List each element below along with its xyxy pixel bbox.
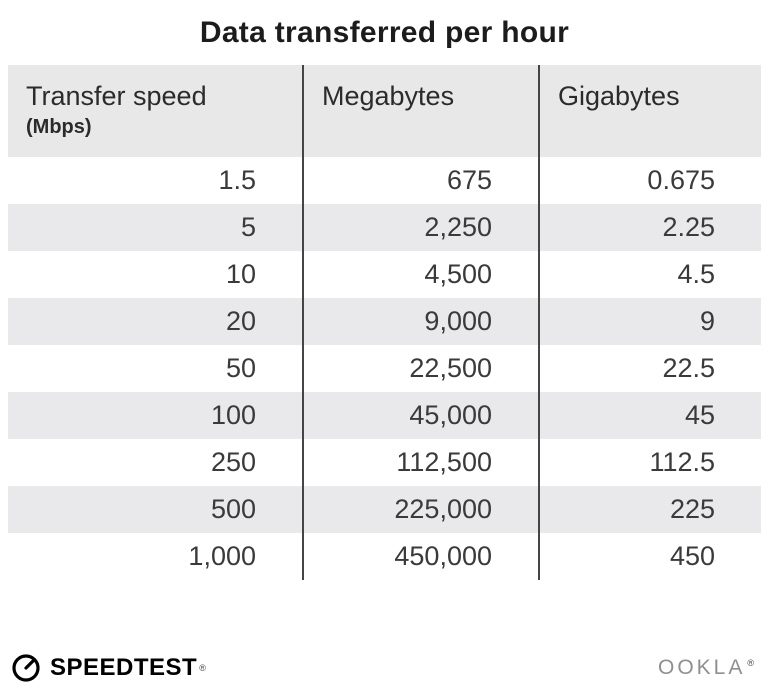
table-cell: 112.5: [538, 439, 761, 486]
header-speed-label: Transfer speed: [26, 81, 207, 111]
table-cell: 0.675: [538, 157, 761, 204]
table-cell: 1,000: [188, 541, 256, 571]
header-gigabytes: Gigabytes: [538, 65, 761, 157]
header-megabytes: Megabytes: [302, 65, 538, 157]
table-cell: 100: [210, 400, 256, 430]
speedtest-wordmark: SPEEDTEST: [50, 654, 198, 681]
table-cell: 45: [538, 392, 761, 439]
table-row: 100 45,000 45: [8, 392, 761, 439]
table-cell: 9: [538, 298, 761, 345]
table-body: 1.5 675 0.675 5 2,250 2.25 10 4,500 4.5 20 9,000 9 5…: [8, 157, 761, 580]
ookla-registered-mark: ®: [747, 658, 757, 668]
table-cell: 45,000: [302, 392, 538, 439]
footer: SPEEDTEST ® OOKLA ®: [10, 652, 757, 684]
table-cell: 250: [210, 447, 256, 477]
table-cell: 4.5: [538, 251, 761, 298]
table-header-row: Transfer speed (Mbps) Megabytes Gigabyte…: [8, 65, 761, 157]
table-cell: 1.5: [218, 165, 256, 195]
speedtest-logo: SPEEDTEST ®: [10, 652, 206, 684]
chart-title: Data transferred per hour: [199, 16, 570, 49]
table-cell: 500: [210, 494, 256, 524]
table-row: 5 2,250 2.25: [8, 204, 761, 251]
table-row: 10 4,500 4.5: [8, 251, 761, 298]
header-speed-unit: (Mbps): [26, 116, 92, 138]
header-transfer-speed: Transfer speed (Mbps): [8, 65, 302, 157]
table-cell: 225,000: [302, 486, 538, 533]
table-cell: 22,500: [302, 345, 538, 392]
table-cell: 112,500: [302, 439, 538, 486]
table-cell: 10: [225, 259, 256, 289]
table-cell: 50: [225, 353, 256, 383]
table-cell: 5: [240, 212, 256, 242]
table-cell: 9,000: [302, 298, 538, 345]
table-cell: 20: [225, 306, 256, 336]
table-cell: 450,000: [302, 533, 538, 580]
speedtest-gauge-icon: [12, 654, 40, 682]
table-cell: 225: [538, 486, 761, 533]
table-row: 50 22,500 22.5: [8, 345, 761, 392]
table-row: 1,000 450,000 450: [8, 533, 761, 580]
table-row: 250 112,500 112.5: [8, 439, 761, 486]
table-row: 500 225,000 225: [8, 486, 761, 533]
table-cell: 4,500: [302, 251, 538, 298]
table-cell: 22.5: [538, 345, 761, 392]
table-row: 20 9,000 9: [8, 298, 761, 345]
table-cell: 675: [302, 157, 538, 204]
table-cell: 2,250: [302, 204, 538, 251]
ookla-logo: OOKLA ®: [658, 656, 757, 680]
table-cell: 2.25: [538, 204, 761, 251]
ookla-wordmark: OOKLA: [657, 656, 746, 679]
table-row: 1.5 675 0.675: [8, 157, 761, 204]
table-cell: 450: [538, 533, 761, 580]
data-table: Transfer speed (Mbps) Megabytes Gigabyte…: [8, 65, 761, 580]
speedtest-registered-mark: ®: [199, 663, 206, 673]
